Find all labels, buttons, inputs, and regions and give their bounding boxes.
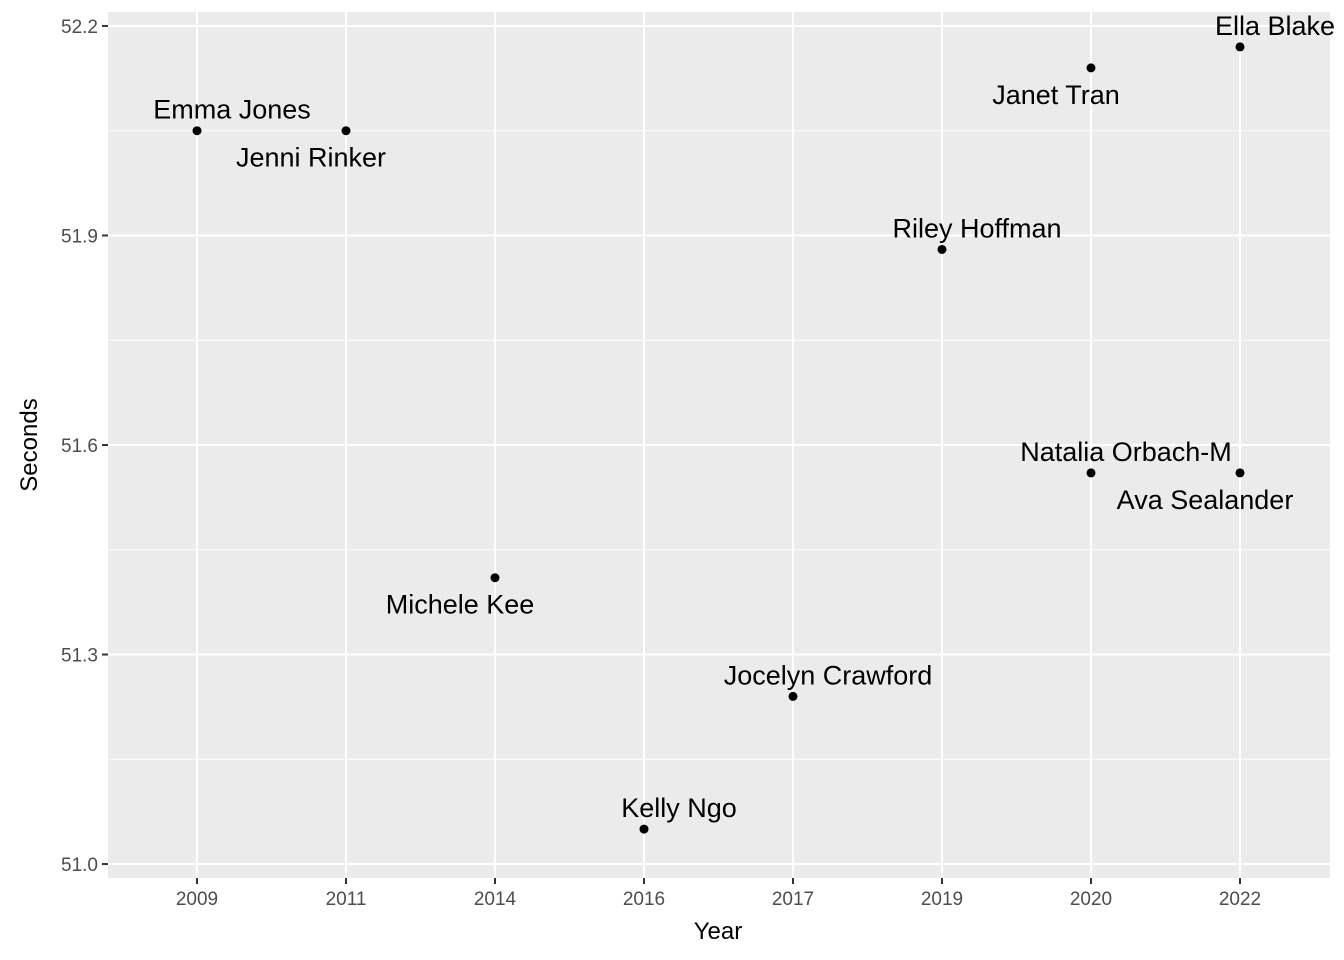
point-label: Jenni Rinker (236, 143, 386, 173)
x-axis-title: Year (694, 918, 743, 945)
data-point (788, 691, 798, 701)
data-point (1086, 468, 1096, 478)
y-tick-label: 51.3 (61, 646, 98, 667)
y-tick-label: 51.6 (61, 436, 98, 457)
data-point (937, 244, 947, 254)
data-point (192, 126, 202, 136)
y-tick-label: 51.0 (61, 855, 98, 876)
grid-major-lines (108, 12, 1330, 878)
x-tick-label: 2009 (176, 889, 218, 910)
point-label: Janet Tran (992, 80, 1120, 110)
point-label: Natalia Orbach-M (1020, 437, 1232, 467)
data-point (1235, 468, 1245, 478)
point-label: Emma Jones (153, 95, 311, 125)
point-label: Michele Kee (386, 590, 535, 620)
x-tick-label: 2022 (1219, 889, 1261, 910)
data-point (490, 573, 500, 583)
x-tick-label: 2011 (326, 889, 367, 910)
x-tick-label: 2019 (921, 889, 963, 910)
point-label: Kelly Ngo (621, 793, 737, 823)
y-axis-title: Seconds (16, 398, 43, 491)
y-axis: 51.0 51.3 51.6 51.9 52.2 (61, 17, 108, 876)
data-points (192, 42, 1245, 834)
point-label: Riley Hoffman (892, 213, 1061, 243)
point-labels: Emma Jones Jenni Rinker Michele Kee Kelly N… (153, 11, 1335, 823)
x-tick-label: 2020 (1070, 889, 1112, 910)
y-tick-label: 52.2 (61, 17, 98, 38)
data-point (1235, 42, 1245, 52)
data-point (341, 126, 351, 136)
x-axis: 2009 2011 2014 2016 2017 2019 2020 2022 (176, 878, 1261, 910)
point-label: Ava Sealander (1117, 485, 1294, 515)
data-point (639, 824, 649, 834)
grid-minor-lines (108, 130, 1330, 760)
data-point (1086, 63, 1096, 73)
point-label: Jocelyn Crawford (724, 660, 933, 690)
x-tick-label: 2017 (772, 889, 814, 910)
y-tick-label: 51.9 (61, 226, 98, 247)
point-label: Ella Blake (1215, 11, 1335, 41)
x-tick-label: 2016 (623, 889, 665, 910)
x-tick-label: 2014 (474, 889, 517, 910)
